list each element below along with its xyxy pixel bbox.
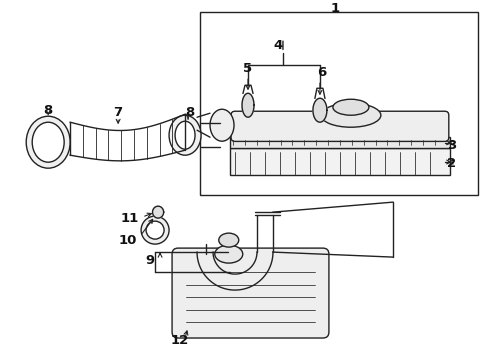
Text: 9: 9 bbox=[146, 253, 155, 267]
Bar bbox=[230, 148, 450, 175]
Ellipse shape bbox=[219, 233, 239, 247]
Text: 1: 1 bbox=[330, 2, 340, 15]
Text: 6: 6 bbox=[318, 66, 326, 79]
Polygon shape bbox=[152, 206, 164, 218]
Ellipse shape bbox=[210, 109, 234, 141]
FancyBboxPatch shape bbox=[231, 111, 449, 141]
Text: 7: 7 bbox=[114, 106, 122, 119]
Text: 8: 8 bbox=[185, 106, 195, 119]
Ellipse shape bbox=[146, 221, 164, 239]
Text: 3: 3 bbox=[447, 139, 456, 152]
Ellipse shape bbox=[32, 122, 64, 162]
Ellipse shape bbox=[333, 99, 369, 115]
Text: 10: 10 bbox=[119, 234, 137, 247]
Polygon shape bbox=[242, 93, 254, 117]
Bar bbox=[200, 12, 478, 195]
Ellipse shape bbox=[169, 115, 201, 155]
Ellipse shape bbox=[175, 121, 195, 149]
Text: 2: 2 bbox=[447, 157, 456, 170]
FancyBboxPatch shape bbox=[172, 248, 329, 338]
Ellipse shape bbox=[141, 216, 169, 244]
Ellipse shape bbox=[244, 100, 252, 110]
Ellipse shape bbox=[316, 105, 324, 115]
Text: 11: 11 bbox=[121, 212, 139, 225]
Text: 12: 12 bbox=[171, 333, 189, 347]
Ellipse shape bbox=[321, 103, 381, 127]
Ellipse shape bbox=[215, 245, 243, 263]
Polygon shape bbox=[313, 98, 327, 122]
Ellipse shape bbox=[26, 116, 70, 168]
Text: 4: 4 bbox=[273, 39, 283, 52]
Text: 5: 5 bbox=[244, 62, 252, 75]
Text: 8: 8 bbox=[44, 104, 53, 117]
Bar bbox=[230, 138, 450, 148]
